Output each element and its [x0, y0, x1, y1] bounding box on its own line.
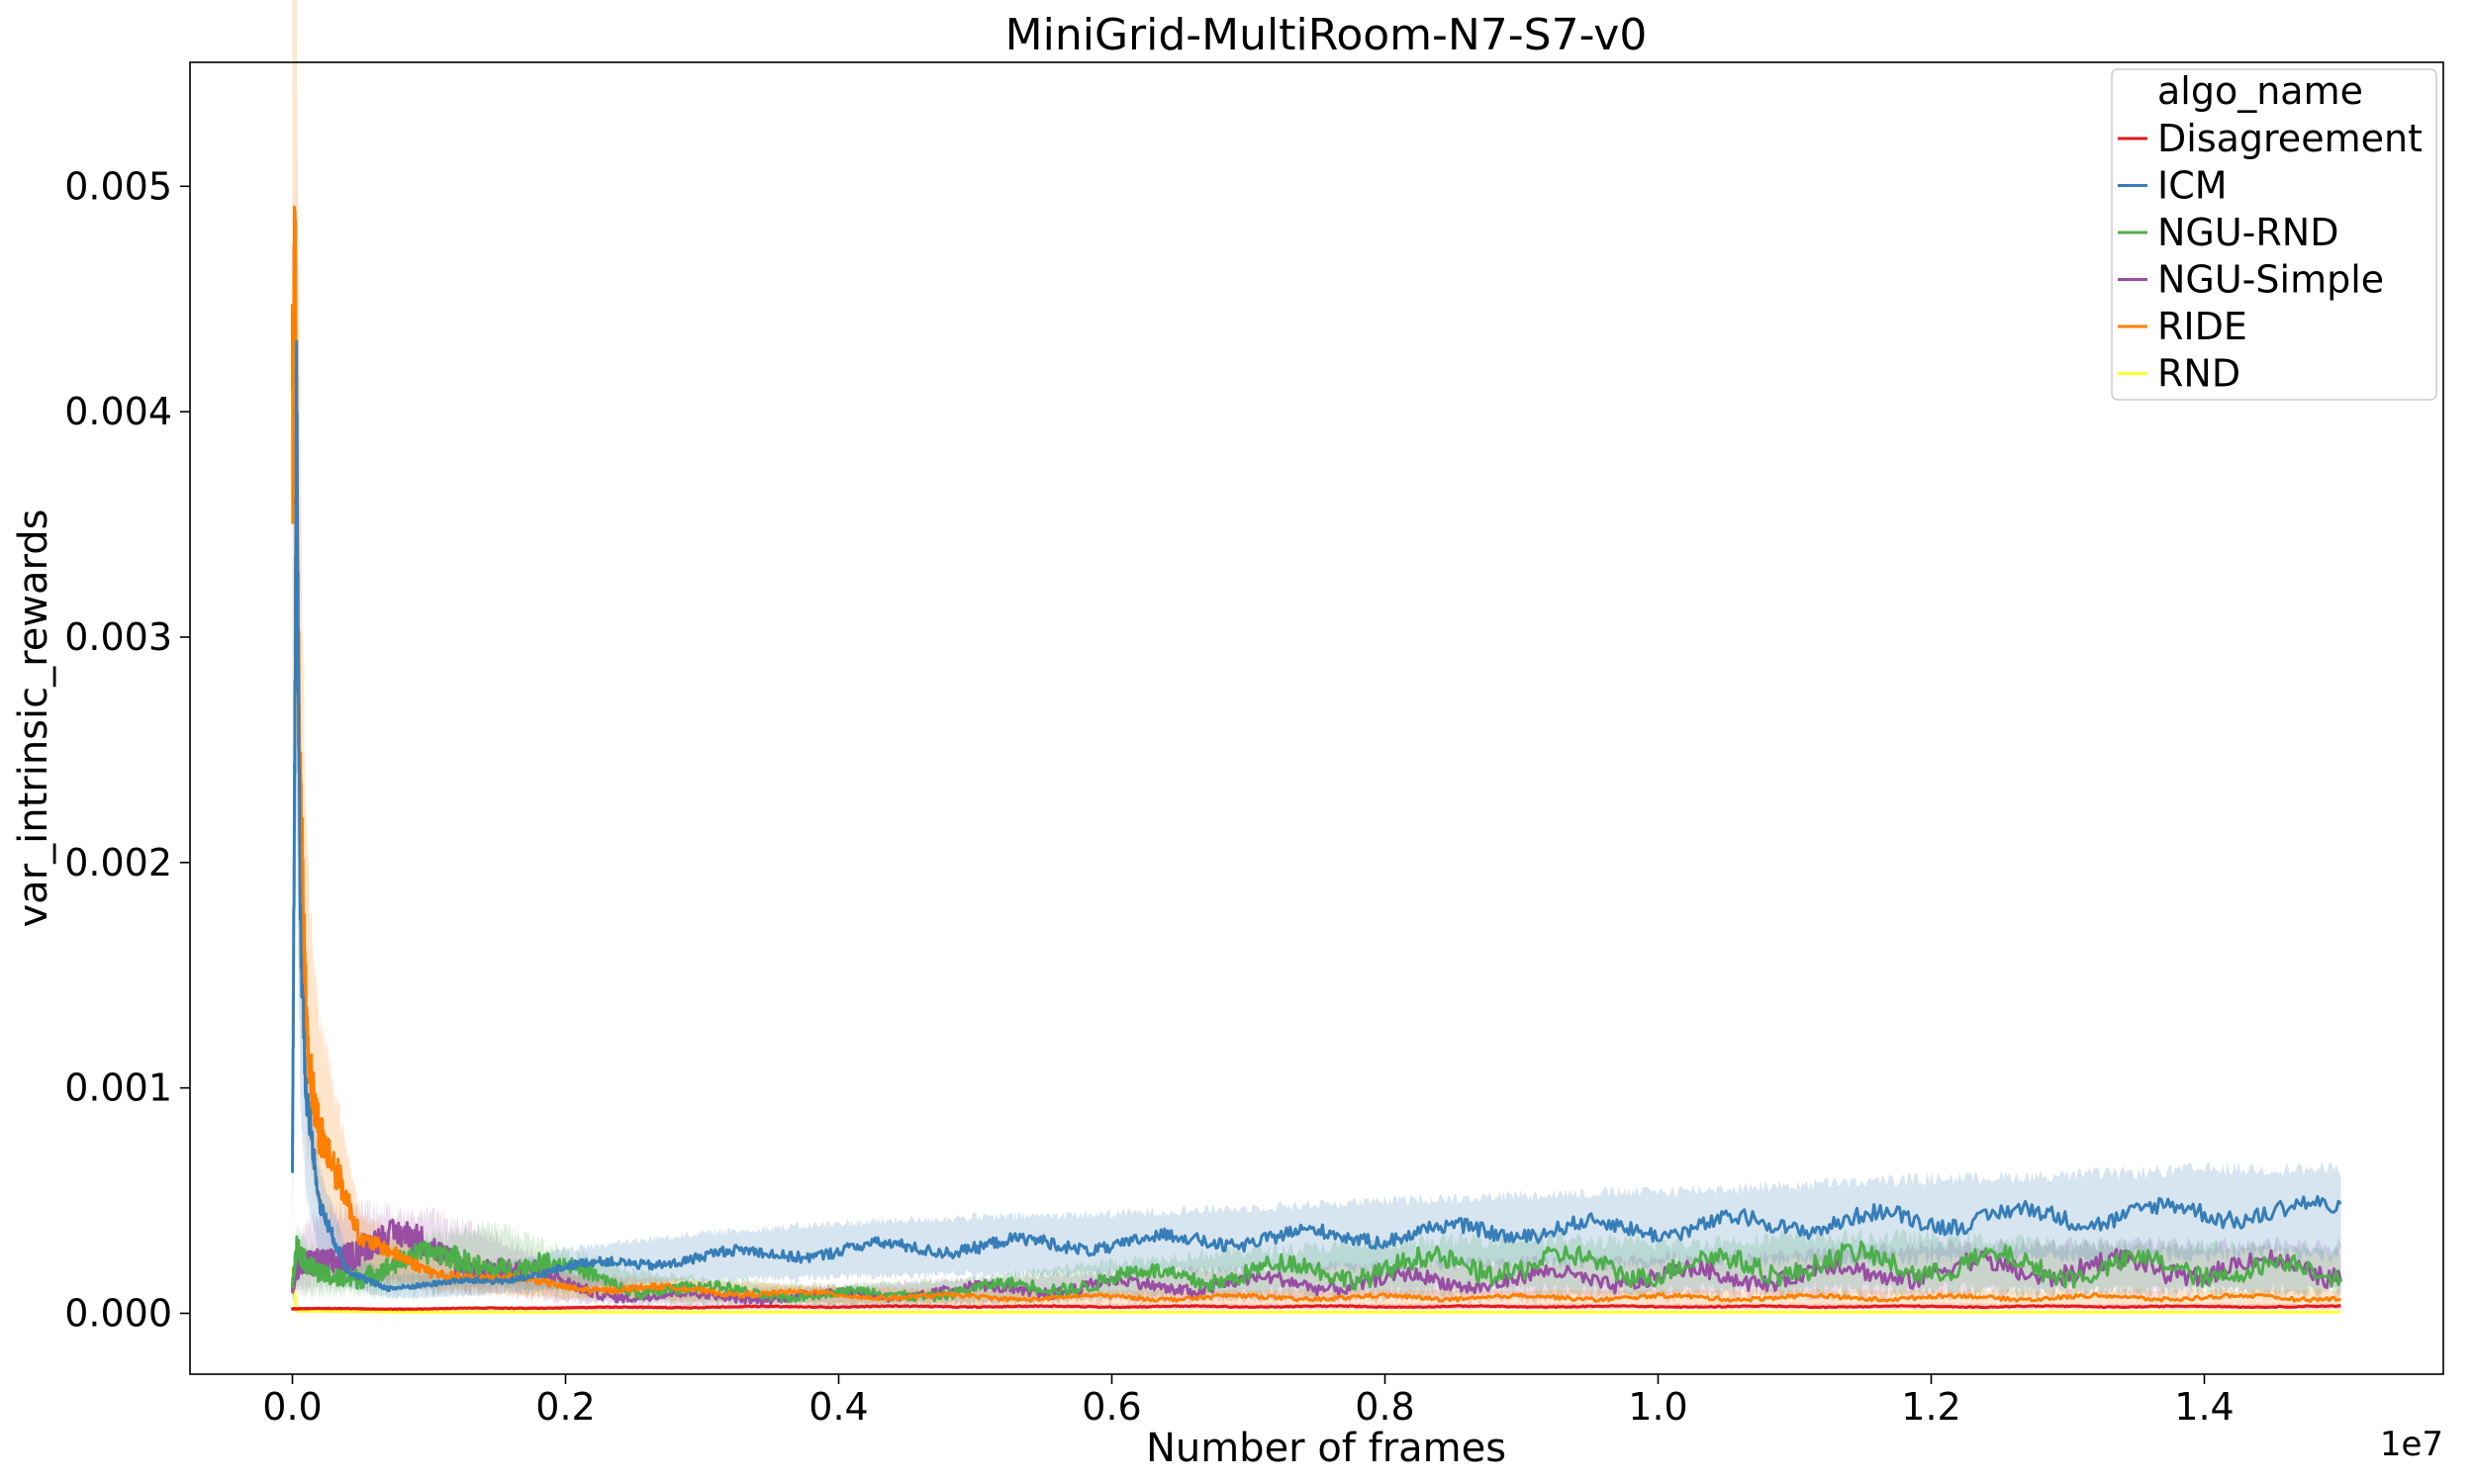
line-ride [291, 205, 2341, 1303]
y-tick-label: 0.000 [64, 1291, 172, 1335]
y-axis-label: var_intrinsic_rewards [11, 509, 56, 927]
plot-area-frame [189, 61, 2444, 1375]
legend-label: Disagreement [2157, 117, 2423, 160]
x-axis-label: Number of frames [1146, 1426, 1506, 1471]
legend: algo_name DisagreementICMNGU-RNDNGU-Simp… [2111, 68, 2437, 401]
band-ngu-simple [292, 1199, 2341, 1309]
x-tick-label: 0.0 [262, 1385, 322, 1429]
x-tick-label: 0.6 [1082, 1385, 1141, 1429]
x-tick-label: 0.2 [535, 1385, 595, 1429]
legend-label: RND [2157, 352, 2240, 396]
legend-box [2111, 68, 2437, 401]
x-axis-ticks: 0.0 0.2 0.4 0.6 0.8 1.0 1.2 1.4 [262, 1374, 2235, 1429]
series-lines [291, 205, 2342, 1314]
line-rnd [291, 1266, 2341, 1314]
x-tick-label: 0.8 [1355, 1385, 1414, 1429]
legend-label: NGU-RND [2157, 211, 2339, 254]
y-tick-label: 0.001 [64, 1067, 172, 1110]
y-tick-label: 0.002 [64, 841, 172, 884]
x-tick-label: 1.0 [1628, 1385, 1687, 1429]
band-icm [292, 132, 2341, 1300]
legend-title: algo_name [2157, 69, 2363, 113]
chart-title: MiniGrid-MultiRoom-N7-S7-v0 [1005, 10, 1648, 60]
x-tick-label: 1.4 [2174, 1385, 2234, 1429]
legend-label: NGU-Simple [2157, 258, 2384, 302]
y-tick-label: 0.003 [64, 615, 172, 659]
legend-label: ICM [2157, 164, 2228, 208]
y-tick-label: 0.004 [64, 390, 172, 433]
line-icm [291, 339, 2342, 1293]
x-tick-label: 1.2 [1901, 1385, 1960, 1429]
x-offset-label: 1e7 [2380, 1425, 2443, 1464]
band-ngu-rnd [292, 1219, 2341, 1308]
y-tick-label: 0.005 [64, 164, 172, 208]
y-axis-ticks: 0.000 0.001 0.002 0.003 0.004 0.005 [64, 164, 190, 1335]
line-disagreement [291, 1304, 2341, 1312]
legend-label: RIDE [2157, 305, 2247, 348]
x-tick-label: 0.4 [809, 1385, 868, 1429]
